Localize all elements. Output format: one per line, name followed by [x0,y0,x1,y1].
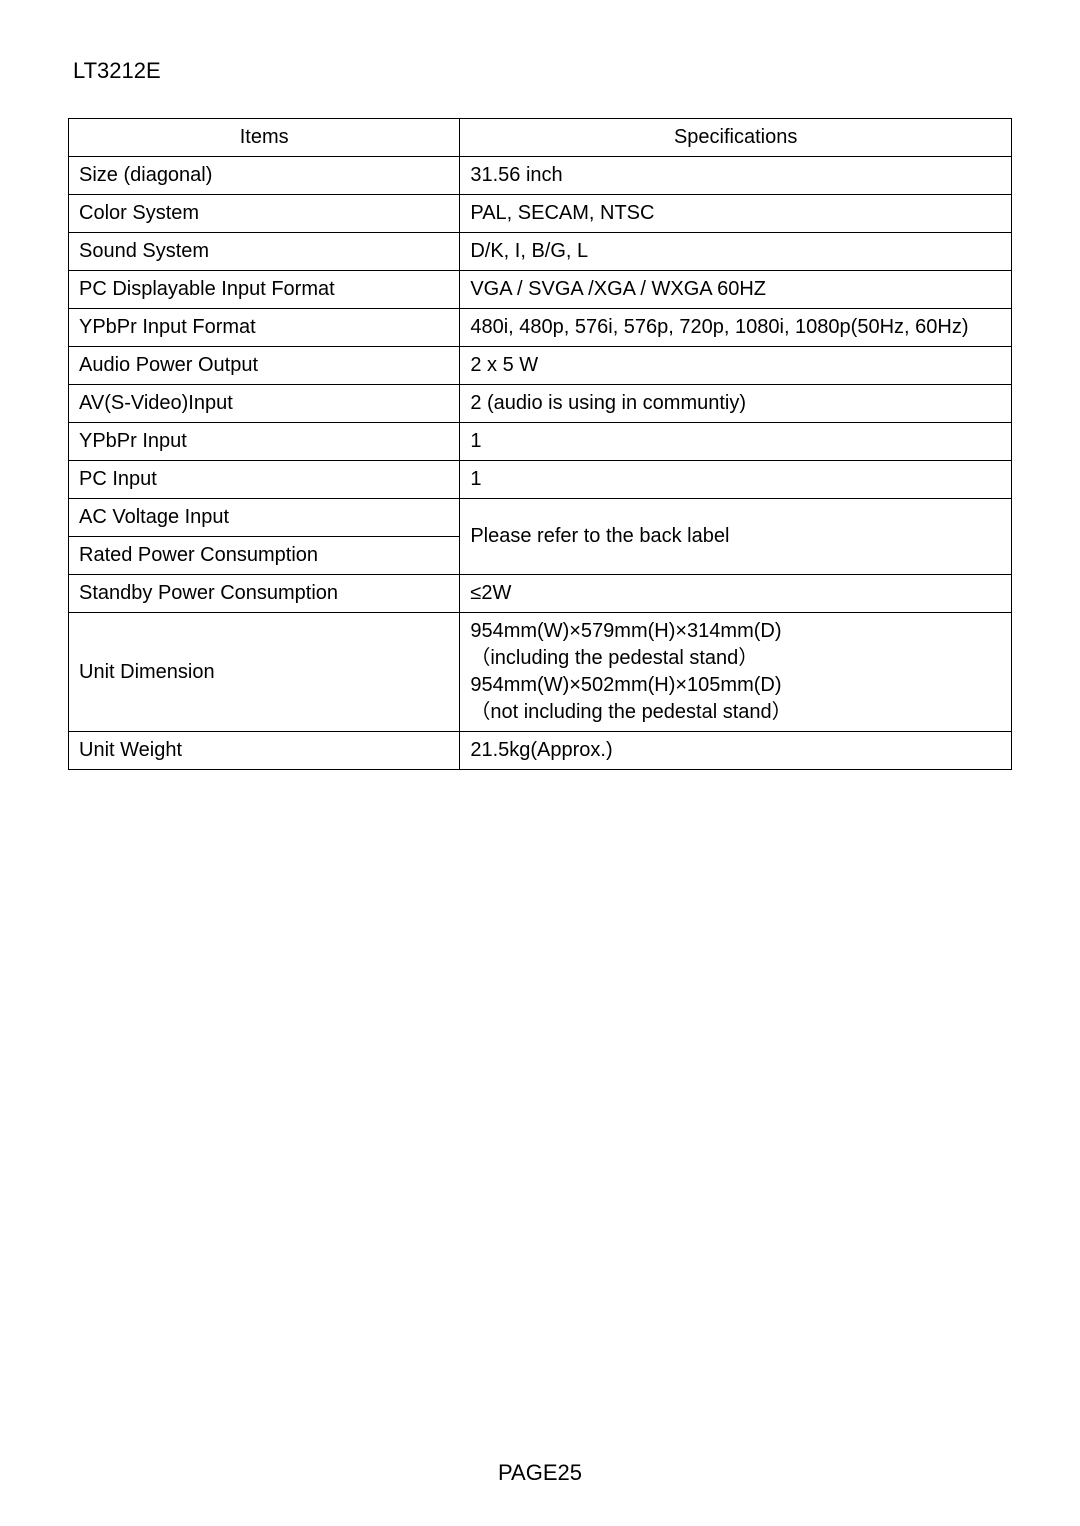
cell-label: Size (diagonal) [69,157,460,195]
cell-label: Unit Weight [69,732,460,770]
cell-label: Standby Power Consumption [69,575,460,613]
table-row: YPbPr Input Format 480i, 480p, 576i, 576… [69,309,1012,347]
cell-value: 2 (audio is using in communtiy) [460,385,1012,423]
cell-value: 31.56 inch [460,157,1012,195]
dimension-line: （not including the pedestal stand） [470,701,791,723]
table-row: Unit Dimension 954mm(W)×579mm(H)×314mm(D… [69,613,1012,732]
cell-value: 2 x 5 W [460,347,1012,385]
cell-label: AC Voltage Input [69,499,460,537]
cell-value: VGA / SVGA /XGA / WXGA 60HZ [460,271,1012,309]
dimension-line: （including the pedestal stand） [470,647,758,669]
dimension-line: 954mm(W)×579mm(H)×314mm(D) [470,620,781,642]
cell-label: Color System [69,195,460,233]
cell-label: YPbPr Input [69,423,460,461]
page-title: LT3212E [73,58,1012,84]
table-header-row: Items Specifications [69,119,1012,157]
header-specs: Specifications [460,119,1012,157]
specifications-table: Items Specifications Size (diagonal) 31.… [68,118,1012,770]
header-items: Items [69,119,460,157]
cell-value: ≤2W [460,575,1012,613]
cell-value: Please refer to the back label [460,499,1012,575]
cell-value: D/K, I, B/G, L [460,233,1012,271]
table-row: Audio Power Output 2 x 5 W [69,347,1012,385]
cell-value-dimension: 954mm(W)×579mm(H)×314mm(D) （including th… [460,613,1012,732]
cell-value: 21.5kg(Approx.) [460,732,1012,770]
cell-value: PAL, SECAM, NTSC [460,195,1012,233]
table-row: Sound System D/K, I, B/G, L [69,233,1012,271]
table-row: Color System PAL, SECAM, NTSC [69,195,1012,233]
table-row: Unit Weight 21.5kg(Approx.) [69,732,1012,770]
cell-label: PC Input [69,461,460,499]
cell-label: PC Displayable Input Format [69,271,460,309]
cell-label: Unit Dimension [69,613,460,732]
cell-value: 1 [460,423,1012,461]
page-number: PAGE25 [0,1460,1080,1486]
table-row: Size (diagonal) 31.56 inch [69,157,1012,195]
cell-label: YPbPr Input Format [69,309,460,347]
table-row: PC Input 1 [69,461,1012,499]
table-row: YPbPr Input 1 [69,423,1012,461]
table-row: AV(S-Video)Input 2 (audio is using in co… [69,385,1012,423]
dimension-line: 954mm(W)×502mm(H)×105mm(D) [470,674,781,696]
cell-label: Audio Power Output [69,347,460,385]
table-row: AC Voltage Input Please refer to the bac… [69,499,1012,537]
cell-label: AV(S-Video)Input [69,385,460,423]
cell-value: 480i, 480p, 576i, 576p, 720p, 1080i, 108… [460,309,1012,347]
table-row: PC Displayable Input Format VGA / SVGA /… [69,271,1012,309]
table-row: Standby Power Consumption ≤2W [69,575,1012,613]
cell-label: Sound System [69,233,460,271]
cell-value: 1 [460,461,1012,499]
cell-label: Rated Power Consumption [69,537,460,575]
